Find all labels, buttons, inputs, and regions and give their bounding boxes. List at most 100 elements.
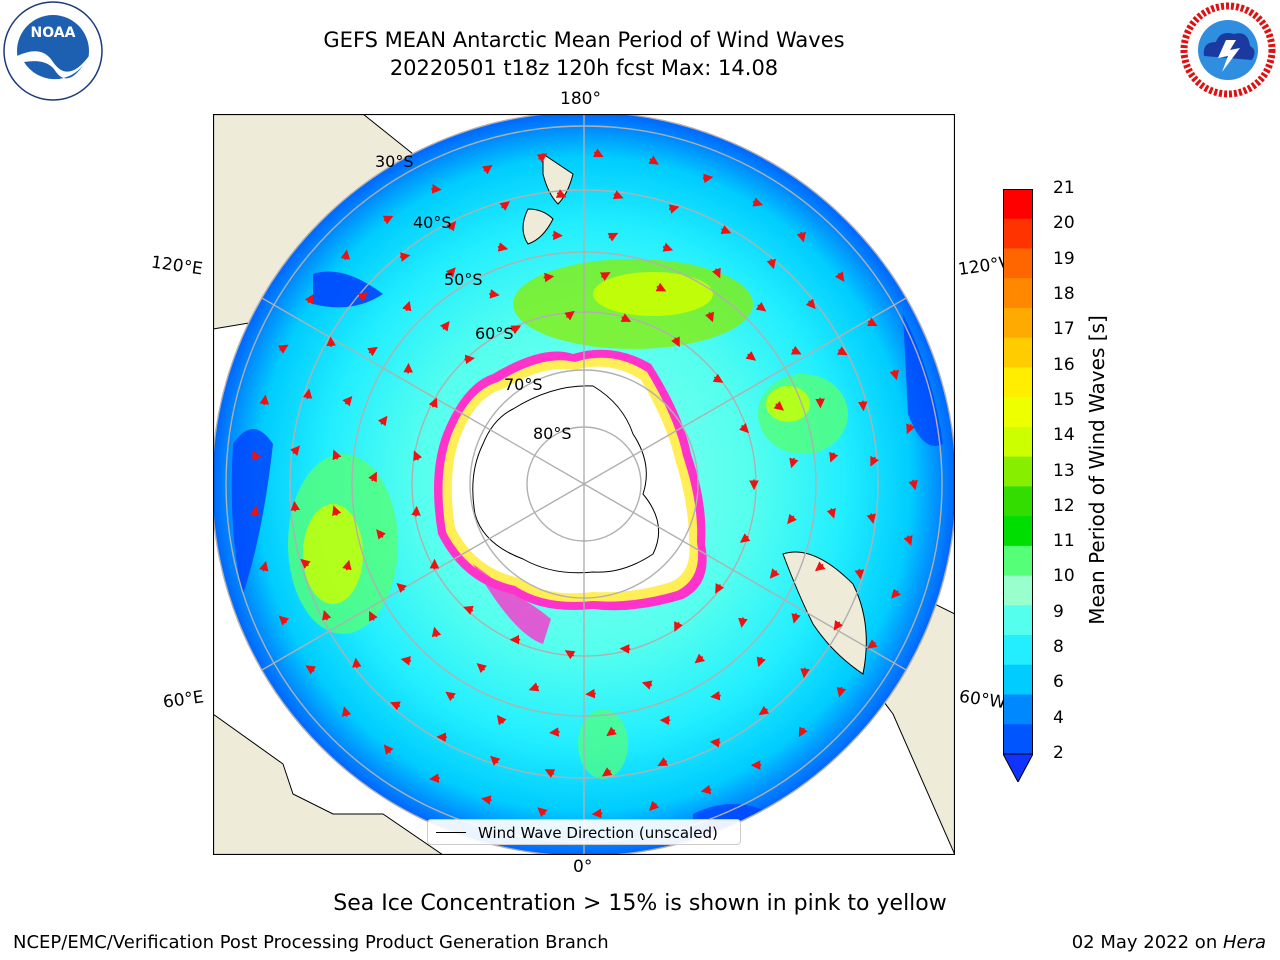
colorbar-border <box>1003 189 1033 755</box>
wind-wave-arrow <box>431 626 442 638</box>
colorbar-segment <box>1003 248 1033 279</box>
colorbar-segment <box>1003 724 1033 755</box>
wind-wave-arrow <box>544 769 556 778</box>
wind-wave-arrow <box>499 201 510 211</box>
wave-field-pacific-peak <box>593 272 713 316</box>
colorbar-segment <box>1003 605 1033 636</box>
wind-wave-arrow <box>428 397 438 409</box>
wind-wave-arrow <box>445 267 456 278</box>
meridian-line <box>213 483 585 745</box>
colorbar-tick-label: 18 <box>1053 283 1075 304</box>
map-legend: Wind Wave Direction (unscaled) <box>427 819 741 845</box>
wind-wave-arrow <box>400 656 412 666</box>
wind-wave-arrow <box>431 184 442 194</box>
colorbar-segment <box>1003 635 1033 666</box>
wind-wave-arrow <box>564 650 576 660</box>
colorbar-segment <box>1003 189 1033 220</box>
wind-wave-arrow <box>789 457 799 469</box>
wind-wave-arrow <box>536 153 548 163</box>
wind-wave-arrow <box>332 449 342 461</box>
wind-wave-arrow <box>906 423 916 435</box>
wind-wave-arrow <box>903 535 913 546</box>
wind-wave-arrow <box>439 320 450 332</box>
wind-wave-arrow <box>836 346 848 356</box>
colorbar-label: Mean Period of Wind Waves [s] <box>1085 315 1109 625</box>
wind-wave-arrow <box>834 271 845 282</box>
lon-label-180: 180° <box>560 89 601 109</box>
new-zealand-south <box>522 208 554 245</box>
wind-wave-arrow <box>592 148 604 158</box>
chart-title: GEFS MEAN Antarctic Mean Period of Wind … <box>323 28 845 52</box>
wind-wave-arrow <box>537 807 548 818</box>
wind-wave-arrow <box>606 726 617 737</box>
wind-wave-arrow <box>555 189 567 198</box>
colorbar-tick-label: 10 <box>1053 566 1075 587</box>
wind-wave-arrow <box>674 621 683 632</box>
colorbar-segment <box>1003 278 1033 309</box>
wind-wave-arrow <box>249 505 260 517</box>
colorbar-tick-label: 14 <box>1053 425 1075 446</box>
wind-wave-arrow <box>259 394 270 406</box>
wind-wave-arrow <box>662 242 674 252</box>
colorbar-tick-label: 11 <box>1053 531 1075 552</box>
lat-label-30s: 30°S <box>375 152 414 171</box>
wind-wave-arrow <box>787 513 797 525</box>
colorbar-tick-label: 12 <box>1053 495 1075 516</box>
wind-wave-arrow <box>700 784 712 795</box>
wind-wave-arrow <box>342 559 352 571</box>
chart-subtitle: 20220501 t18z 120h fcst Max: 14.08 <box>389 56 779 80</box>
wind-wave-arrow <box>641 680 653 690</box>
wind-wave-arrow <box>390 701 401 711</box>
noaa-logo: NOAA <box>2 0 104 102</box>
wind-wave-arrow <box>445 691 456 702</box>
lon-label-0: 0° <box>573 857 593 877</box>
colorbar-tick-label: 4 <box>1053 707 1064 728</box>
wind-wave-arrow <box>496 714 507 726</box>
wind-wave-arrow <box>612 190 624 200</box>
antarctica <box>472 385 660 574</box>
wave-field-atlantic <box>578 709 628 779</box>
wind-wave-arrow <box>290 500 301 512</box>
lon-label-120e: 120°E <box>149 252 204 280</box>
wind-wave-arrow <box>252 450 262 462</box>
wind-wave-arrow <box>305 665 317 675</box>
wind-wave-arrow <box>528 682 540 692</box>
lon-label-60e: 60°E <box>161 687 206 713</box>
colorbar-segment <box>1003 545 1033 577</box>
wind-wave-arrow <box>591 808 603 819</box>
wind-wave-arrow <box>304 293 315 305</box>
wind-wave-arrow <box>601 767 613 777</box>
wind-wave-arrow <box>866 317 878 327</box>
wind-wave-arrow <box>278 615 290 626</box>
colorbar-tick-label: 20 <box>1053 213 1075 234</box>
wind-wave-arrow <box>705 311 715 323</box>
colorbar-segment <box>1003 307 1033 339</box>
wind-wave-arrow <box>752 197 763 207</box>
legend-label: Wind Wave Direction (unscaled) <box>478 824 718 842</box>
footer-date: 02 May 2022 on Hera <box>1072 932 1266 953</box>
wind-wave-arrow <box>870 455 879 467</box>
wind-wave-arrow <box>668 204 680 214</box>
wind-wave-arrow <box>829 451 839 463</box>
wind-wave-arrow <box>396 583 407 593</box>
wind-wave-arrow <box>599 272 611 281</box>
colorbar-segment <box>1003 456 1033 487</box>
wind-wave-arrow <box>399 252 411 262</box>
wind-wave-arrow <box>357 292 369 302</box>
colorbar-segment <box>1003 218 1033 249</box>
wind-wave-arrow <box>889 369 900 381</box>
wind-wave-arrow <box>277 344 289 354</box>
wind-wave-arrow <box>377 415 388 427</box>
wind-wave-arrow <box>739 533 751 543</box>
weddell-ice <box>473 564 551 644</box>
colorbar-tick-label: 9 <box>1053 601 1064 622</box>
wind-wave-arrow <box>711 267 721 279</box>
wind-wave-arrow <box>332 505 342 517</box>
wind-wave-arrow <box>607 232 619 242</box>
meridian-line <box>213 223 585 485</box>
wind-wave-arrow <box>368 471 377 483</box>
wind-wave-arrow <box>402 300 412 312</box>
wind-wave-arrow <box>510 325 522 335</box>
wind-wave-arrow <box>766 258 776 270</box>
wind-wave-arrows <box>249 148 918 819</box>
